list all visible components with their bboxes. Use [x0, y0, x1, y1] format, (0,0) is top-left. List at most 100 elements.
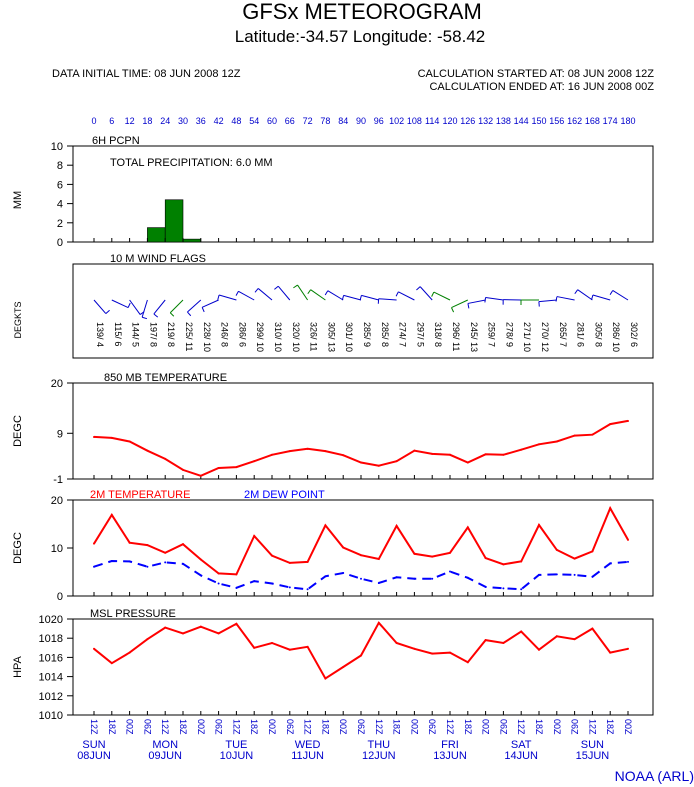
hour-label: 132 — [478, 116, 493, 126]
t850-line-point — [182, 468, 184, 471]
t2m-dew-line-point — [395, 576, 398, 579]
wind-label: 197/ 8 — [148, 322, 158, 347]
wind-flag — [577, 289, 593, 301]
t2m-dew-line-point — [609, 562, 612, 565]
precip-panel: 6H PCPN TOTAL PRECIPITATION: 6.0 MM MM 0… — [12, 135, 654, 249]
t850-line-point — [502, 453, 505, 456]
precip-yticks: 0 2 4 6 8 10 — [51, 141, 73, 249]
t2m-temp-line-point — [431, 555, 434, 558]
hour-label: 162 — [567, 116, 582, 126]
wind-label: 320/ 10 — [291, 322, 301, 352]
hour-label: 156 — [549, 116, 564, 126]
t850-line-point — [627, 419, 629, 422]
t850-line-point — [110, 436, 113, 439]
wind-flag — [398, 291, 415, 301]
t2m-dew-line-point — [342, 571, 345, 574]
t2m-temp-line-point — [199, 558, 202, 561]
t850-yticks: -1 9 20 — [51, 378, 73, 486]
t2m-temp-line-point — [253, 535, 256, 537]
hour-label: 0 — [91, 116, 96, 126]
pressure-line-point — [324, 677, 327, 680]
t2m-temp-line-point — [235, 573, 238, 576]
time-label: 06Z — [356, 719, 366, 735]
wind-label: 326/ 11 — [309, 322, 319, 351]
t2m-dew-line-point — [591, 575, 594, 578]
t2m-temp-line-point — [146, 544, 149, 547]
wind-barb — [416, 286, 421, 291]
hour-label: 150 — [531, 116, 546, 126]
t2m-panel: 2M TEMPERATURE 2M DEW POINT DEGC 0 10 20 — [12, 489, 654, 603]
hour-label: 168 — [585, 116, 600, 126]
t2m-temp-line-point — [288, 561, 291, 564]
wind-barb — [235, 291, 239, 296]
wind-barb — [359, 295, 362, 301]
chart-title: GFSx METEOROGRAM — [242, 0, 482, 24]
t2m-temp-line-point — [466, 526, 469, 529]
wind-label: 274/ 7 — [398, 322, 408, 347]
chart-subtitle: Latitude:-34.57 Longitude: -58.42 — [235, 27, 485, 46]
pressure-line-point — [110, 662, 113, 665]
pressure-ylabel: HPA — [12, 655, 24, 677]
t2m-dew-line-point — [484, 585, 487, 588]
t850-line-point — [217, 467, 220, 470]
t850-line-point — [324, 450, 327, 453]
t2m-dew-line-point — [324, 575, 327, 578]
t850-line-point — [342, 454, 345, 457]
ytick-label: -1 — [53, 474, 63, 486]
t2m-dew-line-point — [306, 588, 309, 591]
t850-line — [93, 419, 629, 477]
day-date: 15JUN — [576, 750, 610, 762]
wind-flag — [141, 299, 148, 318]
t850-line-point — [199, 474, 202, 477]
pressure-line-point — [609, 651, 612, 654]
hour-label: 66 — [285, 116, 295, 126]
time-label: 18Z — [107, 719, 117, 735]
t850-line-point — [93, 435, 95, 438]
t850-line-point — [538, 443, 540, 446]
pressure-line-point — [360, 654, 362, 657]
t2m-dew-line-point — [271, 582, 273, 585]
t2m-temp-line — [93, 505, 629, 576]
day-date: 14JUN — [504, 750, 538, 762]
wind-barb — [609, 290, 614, 295]
hour-label: 108 — [407, 116, 422, 126]
time-label: 12Z — [587, 719, 597, 735]
precip-total: TOTAL PRECIPITATION: 6.0 MM — [110, 157, 273, 169]
wind-label: 281/ 6 — [576, 322, 586, 347]
hour-label: 102 — [389, 116, 404, 126]
pressure-line-point — [502, 642, 505, 644]
t850-line-point — [591, 433, 594, 436]
t850-line-point — [609, 423, 612, 426]
wind-barb — [274, 285, 279, 290]
t2m-dew-line-point — [538, 573, 540, 576]
wind-barb — [574, 289, 579, 295]
wind-flag — [187, 299, 202, 313]
t850-line-point — [413, 449, 416, 452]
t2m-dew-line-point — [555, 573, 558, 576]
wind-label: 246/ 8 — [220, 322, 230, 347]
pressure-line — [93, 621, 629, 680]
wind-ylabel: DEGKTS — [13, 301, 23, 338]
wind-flag — [169, 299, 184, 314]
t850-line-point — [431, 452, 434, 455]
calculation-ended: CALCULATION ENDED AT: 16 JUN 2008 00Z — [429, 81, 654, 93]
t2m-xticks — [93, 592, 629, 596]
time-label: 12Z — [374, 719, 384, 735]
time-label: 06Z — [570, 719, 580, 735]
time-label: 06Z — [427, 719, 437, 735]
wind-barb — [105, 309, 110, 314]
hour-label: 60 — [267, 116, 277, 126]
t2m-dew-line-point — [360, 577, 362, 580]
day-date: 10JUN — [220, 750, 254, 762]
t2m-dew-line-point — [431, 577, 434, 580]
ytick-label: 6 — [57, 179, 63, 191]
time-label: 18Z — [392, 719, 402, 735]
wind-label: 299/ 10 — [255, 322, 265, 352]
t2m-dew-line-point — [449, 570, 451, 573]
t2m-temp-line-point — [360, 554, 362, 557]
day-name: MON — [152, 739, 178, 751]
time-label: 18Z — [178, 719, 188, 735]
time-label: 18Z — [534, 719, 544, 735]
ytick-label: 2 — [57, 218, 63, 230]
t2m-dew-line-point — [164, 561, 167, 564]
